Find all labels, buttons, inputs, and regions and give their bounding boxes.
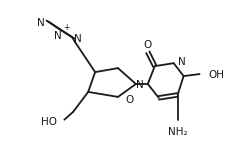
- Text: OH: OH: [208, 70, 224, 80]
- Text: N: N: [55, 31, 62, 41]
- Text: N: N: [74, 34, 82, 44]
- Text: +: +: [63, 23, 70, 32]
- Text: O: O: [125, 95, 133, 105]
- Text: N: N: [178, 57, 185, 67]
- Text: NH₂: NH₂: [168, 127, 187, 137]
- Text: HO: HO: [41, 117, 57, 127]
- Text: N: N: [136, 80, 144, 90]
- Text: N: N: [37, 18, 44, 28]
- Text: O: O: [144, 40, 152, 50]
